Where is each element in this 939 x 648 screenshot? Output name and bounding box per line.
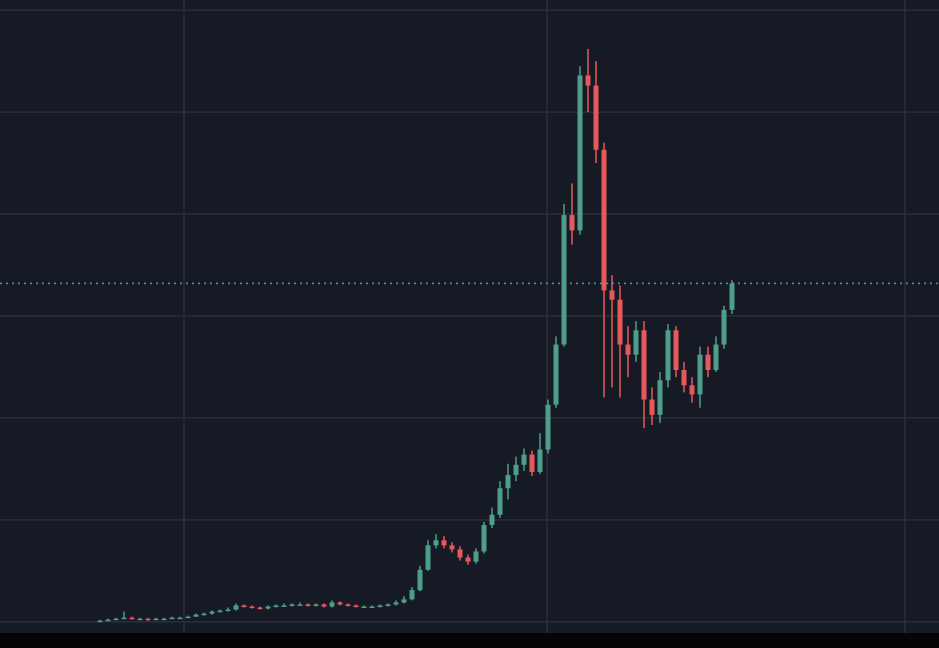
candle-body bbox=[417, 569, 423, 591]
candle-body bbox=[161, 618, 167, 621]
candle-body bbox=[441, 540, 447, 546]
candle-body bbox=[697, 354, 703, 395]
candle-body bbox=[409, 590, 415, 600]
candle-body bbox=[545, 404, 551, 450]
candle-body bbox=[465, 557, 471, 562]
candle-body bbox=[361, 606, 367, 608]
candle-body bbox=[401, 599, 407, 603]
candle-body bbox=[433, 540, 439, 546]
candle-body bbox=[569, 215, 575, 231]
candle-body bbox=[497, 488, 503, 515]
candle-body bbox=[665, 330, 671, 381]
candle-body bbox=[521, 454, 527, 465]
candle-body bbox=[329, 602, 335, 607]
candle-body bbox=[489, 514, 495, 525]
candle-body bbox=[193, 614, 199, 617]
candle-body bbox=[137, 618, 143, 621]
candle-body bbox=[313, 604, 319, 606]
candle-body bbox=[145, 618, 151, 621]
candle-body bbox=[105, 619, 111, 622]
candle-body bbox=[585, 75, 591, 86]
candle-body bbox=[705, 354, 711, 371]
candle-body bbox=[729, 283, 735, 310]
candle-body bbox=[505, 475, 511, 489]
candle-body bbox=[457, 549, 463, 558]
candle-body bbox=[721, 309, 727, 345]
candle-body bbox=[353, 605, 359, 607]
candle-body bbox=[97, 620, 103, 623]
candle-body bbox=[369, 606, 375, 608]
candle-body bbox=[561, 215, 567, 345]
candle-body bbox=[529, 454, 535, 472]
candle-body bbox=[449, 545, 455, 550]
candle-body bbox=[617, 299, 623, 345]
candle-body bbox=[713, 344, 719, 371]
candle-body bbox=[305, 604, 311, 606]
candle-body bbox=[577, 75, 583, 231]
candle-body bbox=[473, 551, 479, 562]
candle-body bbox=[385, 604, 391, 606]
bottom-bar bbox=[0, 633, 939, 648]
candle-body bbox=[641, 330, 647, 400]
candle-body bbox=[609, 290, 615, 300]
candle-body bbox=[113, 618, 119, 621]
candle-body bbox=[265, 606, 271, 609]
candle-body bbox=[681, 370, 687, 386]
candle-body bbox=[553, 344, 559, 405]
candle-body bbox=[673, 330, 679, 371]
candle-body bbox=[249, 606, 255, 608]
candle-body bbox=[337, 602, 343, 605]
candle-body bbox=[217, 610, 223, 613]
candle-body bbox=[345, 604, 351, 606]
candle-body bbox=[625, 344, 631, 355]
candle-body bbox=[377, 605, 383, 607]
candle-body bbox=[169, 617, 175, 620]
candle-body bbox=[593, 85, 599, 150]
candle-body bbox=[201, 613, 207, 616]
candle-body bbox=[393, 602, 399, 605]
candle-body bbox=[273, 605, 279, 607]
candle-body bbox=[233, 605, 239, 610]
candle-body bbox=[241, 605, 247, 607]
candle-body bbox=[257, 607, 263, 610]
candle-body bbox=[297, 604, 303, 606]
candle-body bbox=[281, 605, 287, 607]
candle-body bbox=[225, 609, 231, 612]
candle-body bbox=[649, 399, 655, 415]
candle-body bbox=[481, 524, 487, 552]
candle-body bbox=[321, 604, 327, 607]
candle-body bbox=[633, 330, 639, 355]
candle-body bbox=[209, 611, 215, 614]
candle-body bbox=[513, 464, 519, 476]
candle-body bbox=[177, 617, 183, 620]
candle-body bbox=[289, 604, 295, 606]
candle-body bbox=[689, 385, 695, 395]
candle-body bbox=[153, 618, 159, 621]
candle-body bbox=[537, 449, 543, 472]
candle-body bbox=[657, 380, 663, 415]
candle-body bbox=[425, 545, 431, 570]
candle-body bbox=[129, 617, 135, 620]
candle-body bbox=[185, 616, 191, 619]
candle-body bbox=[601, 149, 607, 291]
candle-body bbox=[121, 617, 127, 620]
